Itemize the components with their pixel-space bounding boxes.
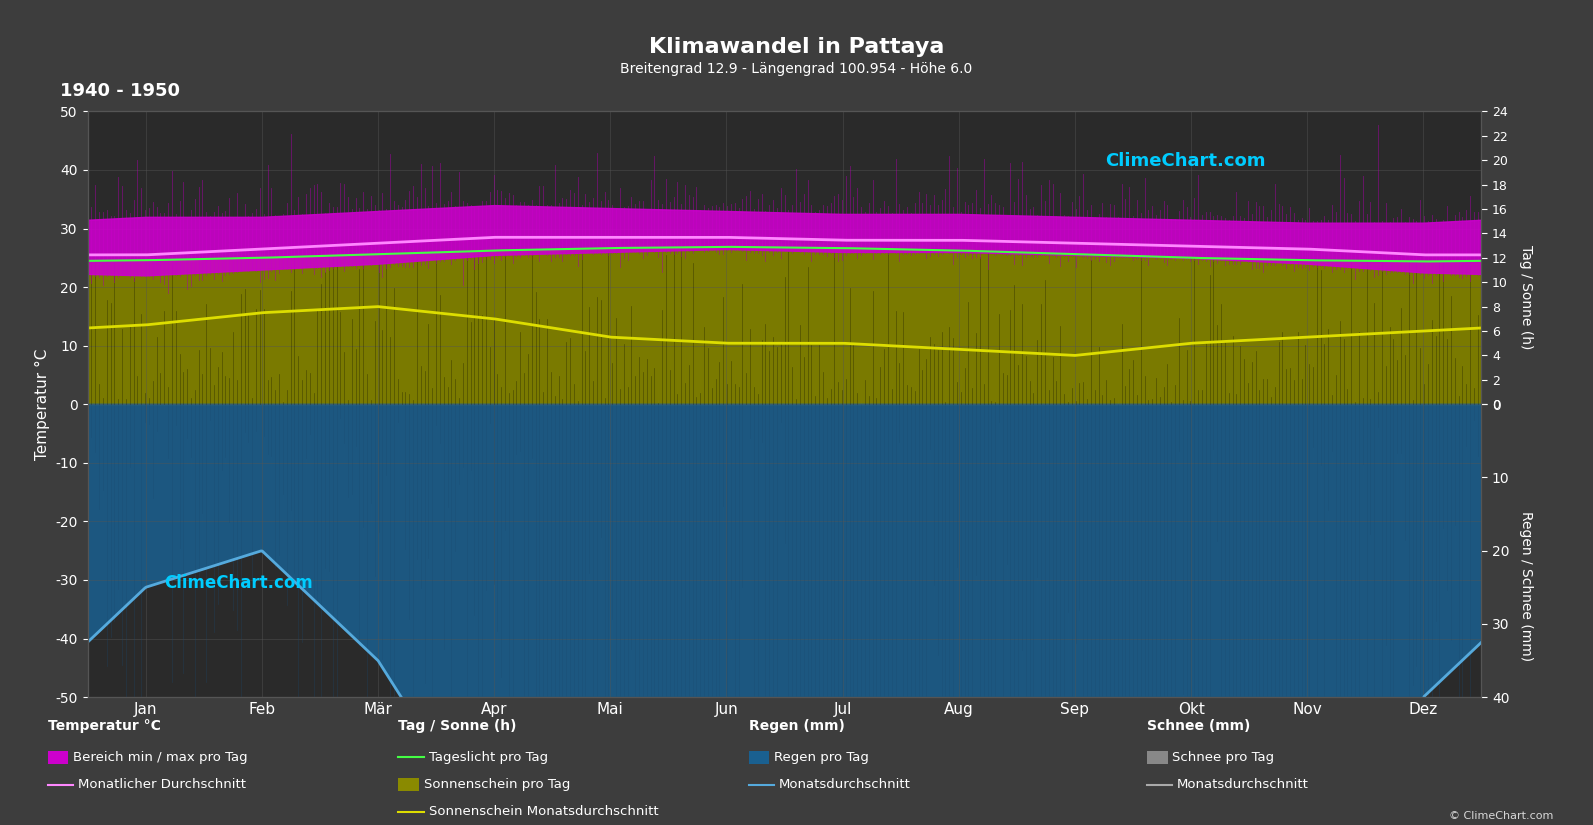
- Text: Monatsdurchschnitt: Monatsdurchschnitt: [779, 778, 911, 791]
- Text: ClimeChart.com: ClimeChart.com: [1106, 153, 1266, 171]
- Text: © ClimeChart.com: © ClimeChart.com: [1448, 811, 1553, 821]
- Text: Tag / Sonne (h): Tag / Sonne (h): [398, 719, 516, 733]
- Text: Regen (mm): Regen (mm): [749, 719, 844, 733]
- Text: Monatlicher Durchschnitt: Monatlicher Durchschnitt: [78, 778, 245, 791]
- Text: Tageslicht pro Tag: Tageslicht pro Tag: [429, 751, 548, 764]
- Text: Monatsdurchschnitt: Monatsdurchschnitt: [1177, 778, 1309, 791]
- Text: Regen / Schnee (mm): Regen / Schnee (mm): [1520, 511, 1532, 661]
- Text: ClimeChart.com: ClimeChart.com: [164, 573, 314, 592]
- Text: Bereich min / max pro Tag: Bereich min / max pro Tag: [73, 751, 249, 764]
- Text: 1940 - 1950: 1940 - 1950: [59, 82, 180, 100]
- Text: Breitengrad 12.9 - Längengrad 100.954 - Höhe 6.0: Breitengrad 12.9 - Längengrad 100.954 - …: [620, 62, 973, 76]
- Text: Sonnenschein pro Tag: Sonnenschein pro Tag: [424, 778, 570, 791]
- Y-axis label: Temperatur °C: Temperatur °C: [35, 348, 49, 460]
- Text: Sonnenschein Monatsdurchschnitt: Sonnenschein Monatsdurchschnitt: [429, 805, 658, 818]
- Text: Tag / Sonne (h): Tag / Sonne (h): [1520, 245, 1532, 349]
- Text: Schnee (mm): Schnee (mm): [1147, 719, 1251, 733]
- Text: Regen pro Tag: Regen pro Tag: [774, 751, 870, 764]
- Text: Klimawandel in Pattaya: Klimawandel in Pattaya: [648, 37, 945, 57]
- Text: Schnee pro Tag: Schnee pro Tag: [1172, 751, 1274, 764]
- Text: Temperatur °C: Temperatur °C: [48, 719, 161, 733]
